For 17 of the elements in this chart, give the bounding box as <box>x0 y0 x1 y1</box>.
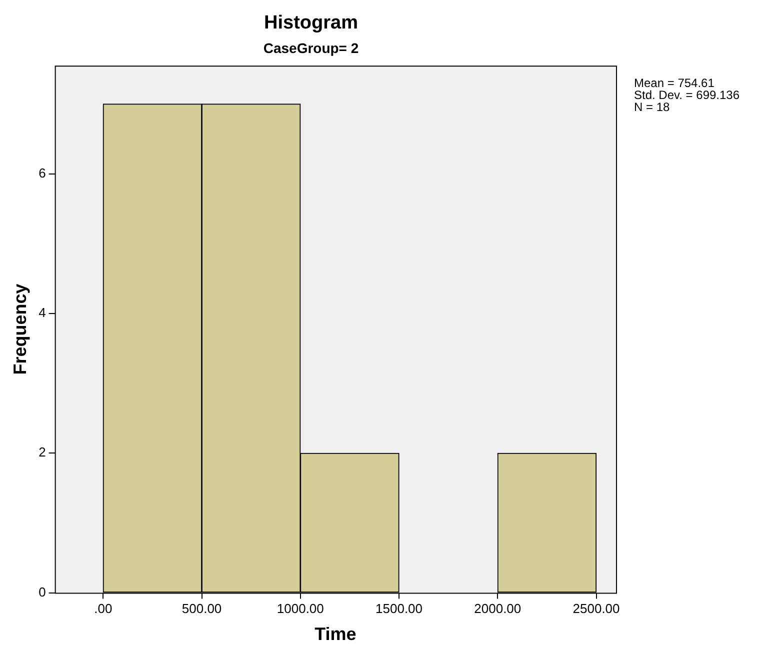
text: Mean = 754.61 <box>634 76 715 90</box>
y-tick-label: 4 <box>38 305 46 320</box>
x-tick-label: 1000.00 <box>276 601 324 616</box>
text: Std. Dev. = 699.136 <box>634 88 740 102</box>
y-tick-label: 6 <box>38 165 46 180</box>
x-tick-label: 1500.00 <box>376 601 423 616</box>
x-tick-label: 2500.00 <box>572 601 620 616</box>
x-tick-label: .00 <box>94 601 112 616</box>
y-tick-label: 2 <box>38 444 46 460</box>
x-tick-label: 500.00 <box>182 601 222 616</box>
chart-title: Histogram <box>264 12 358 34</box>
y-tick-label: 0 <box>38 584 46 600</box>
text: N = 18 <box>634 100 670 114</box>
y-axis-title: Frequency <box>10 284 30 375</box>
x-axis-title: Time <box>314 624 356 644</box>
x-tick-label: 2000.00 <box>474 601 522 616</box>
chart-subtitle: CaseGroup= 2 <box>263 40 359 56</box>
